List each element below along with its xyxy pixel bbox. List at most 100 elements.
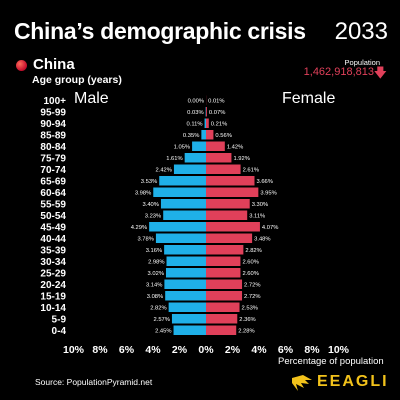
age-group-label: 70-74 (40, 165, 66, 176)
female-bar (206, 199, 250, 209)
female-value-label: 3.95% (260, 191, 276, 197)
female-value-label: 2.60% (242, 271, 258, 277)
male-value-label: 2.98% (148, 260, 164, 266)
chart-title: China’s demographic crisis (14, 18, 306, 44)
male-value-label: 0.11% (187, 122, 203, 128)
x-axis-label: Percentage of population (278, 356, 384, 367)
male-bar (149, 222, 206, 232)
age-group-label: 80-84 (40, 142, 66, 153)
x-tick-label: 6% (278, 344, 294, 356)
female-bar (206, 314, 238, 324)
male-value-label: 3.14% (146, 283, 162, 289)
year-label: 2033 (334, 18, 388, 45)
male-bar (168, 302, 206, 312)
female-bar (206, 291, 243, 301)
male-value-label: 3.23% (145, 214, 161, 220)
female-bar (206, 279, 243, 289)
male-bar (171, 314, 206, 324)
female-bar (206, 107, 207, 117)
female-bar (206, 210, 248, 220)
female-value-label: 3.66% (256, 179, 272, 185)
female-value-label: 3.48% (254, 237, 270, 243)
x-tick-label: 2% (225, 344, 241, 356)
female-value-label: 0.07% (209, 110, 225, 116)
male-value-label: 0.03% (187, 110, 203, 116)
female-value-label: 2.72% (244, 283, 260, 289)
male-value-label: 3.16% (146, 248, 162, 254)
female-value-label: 2.61% (243, 168, 259, 174)
age-group-label: 55-59 (40, 200, 66, 211)
female-value-label: 2.72% (244, 294, 260, 300)
china-flag-dot-icon (16, 60, 27, 71)
brand-name: EEAGLI (317, 373, 389, 390)
female-series-label: Female (282, 90, 336, 107)
age-group-label: 60-64 (40, 188, 66, 199)
age-group-label: 30-34 (40, 257, 66, 268)
male-value-label: 2.57% (154, 317, 170, 323)
female-bar (206, 256, 241, 266)
x-tick-label: 8% (304, 344, 320, 356)
age-group-label: 90-94 (40, 119, 66, 130)
age-group-label: 20-24 (40, 280, 66, 291)
male-value-label: 3.78% (137, 237, 153, 243)
country-label: China (33, 56, 75, 73)
female-value-label: 2.36% (239, 317, 255, 323)
male-bar (184, 153, 206, 163)
age-group-label: 10-14 (40, 303, 66, 314)
male-bar (204, 118, 206, 128)
female-value-label: 1.42% (227, 145, 243, 151)
age-group-title: Age group (years) (32, 74, 122, 86)
male-value-label: 0.35% (183, 133, 199, 139)
x-tick-label: 4% (145, 344, 161, 356)
male-value-label: 3.02% (148, 271, 164, 277)
age-group-label: 95-99 (40, 108, 66, 119)
female-value-label: 0.01% (208, 99, 224, 105)
male-value-label: 3.98% (135, 191, 151, 197)
down-arrow-icon: 🡇 (373, 65, 387, 80)
age-group-label: 40-44 (40, 234, 66, 245)
female-bar (206, 222, 260, 232)
female-value-label: 3.11% (249, 214, 265, 220)
male-bar (165, 291, 206, 301)
female-bar (206, 268, 241, 278)
male-value-label: 2.82% (150, 306, 166, 312)
population-label: Population (344, 58, 380, 67)
age-group-label: 65-69 (40, 177, 66, 188)
female-bar (206, 187, 259, 197)
age-group-label: 85-89 (40, 131, 66, 142)
x-tick-label: 2% (172, 344, 188, 356)
male-value-label: 2.42% (155, 168, 171, 174)
female-bar (206, 176, 255, 186)
female-value-label: 0.21% (211, 122, 227, 128)
female-value-label: 3.30% (252, 202, 268, 208)
eagle-logo-icon (292, 375, 312, 391)
x-tick-label: 8% (92, 344, 108, 356)
male-series-label: Male (74, 90, 109, 107)
female-bar (206, 325, 237, 335)
male-bar (165, 268, 206, 278)
male-bar (159, 176, 206, 186)
age-group-label: 35-39 (40, 246, 66, 257)
male-bar (192, 141, 206, 151)
female-bar (206, 245, 244, 255)
female-bar (206, 118, 209, 128)
population-value: 1,462,918,813 (303, 66, 374, 78)
x-tick-label: 10% (63, 344, 85, 356)
female-value-label: 4.07% (262, 225, 278, 231)
male-value-label: 3.40% (143, 202, 159, 208)
male-bar (163, 210, 206, 220)
male-value-label: 3.53% (141, 179, 157, 185)
female-bar (206, 233, 253, 243)
x-tick-label: 0% (198, 344, 214, 356)
age-group-label: 15-19 (40, 292, 66, 303)
x-tick-label: 4% (251, 344, 267, 356)
female-bar (206, 302, 240, 312)
male-bar (166, 256, 206, 266)
male-value-label: 3.08% (147, 294, 163, 300)
male-bar (160, 199, 206, 209)
age-group-label: 5-9 (52, 315, 67, 326)
male-bar (164, 279, 206, 289)
x-tick-label: 10% (328, 344, 350, 356)
male-value-label: 0.00% (188, 99, 204, 105)
